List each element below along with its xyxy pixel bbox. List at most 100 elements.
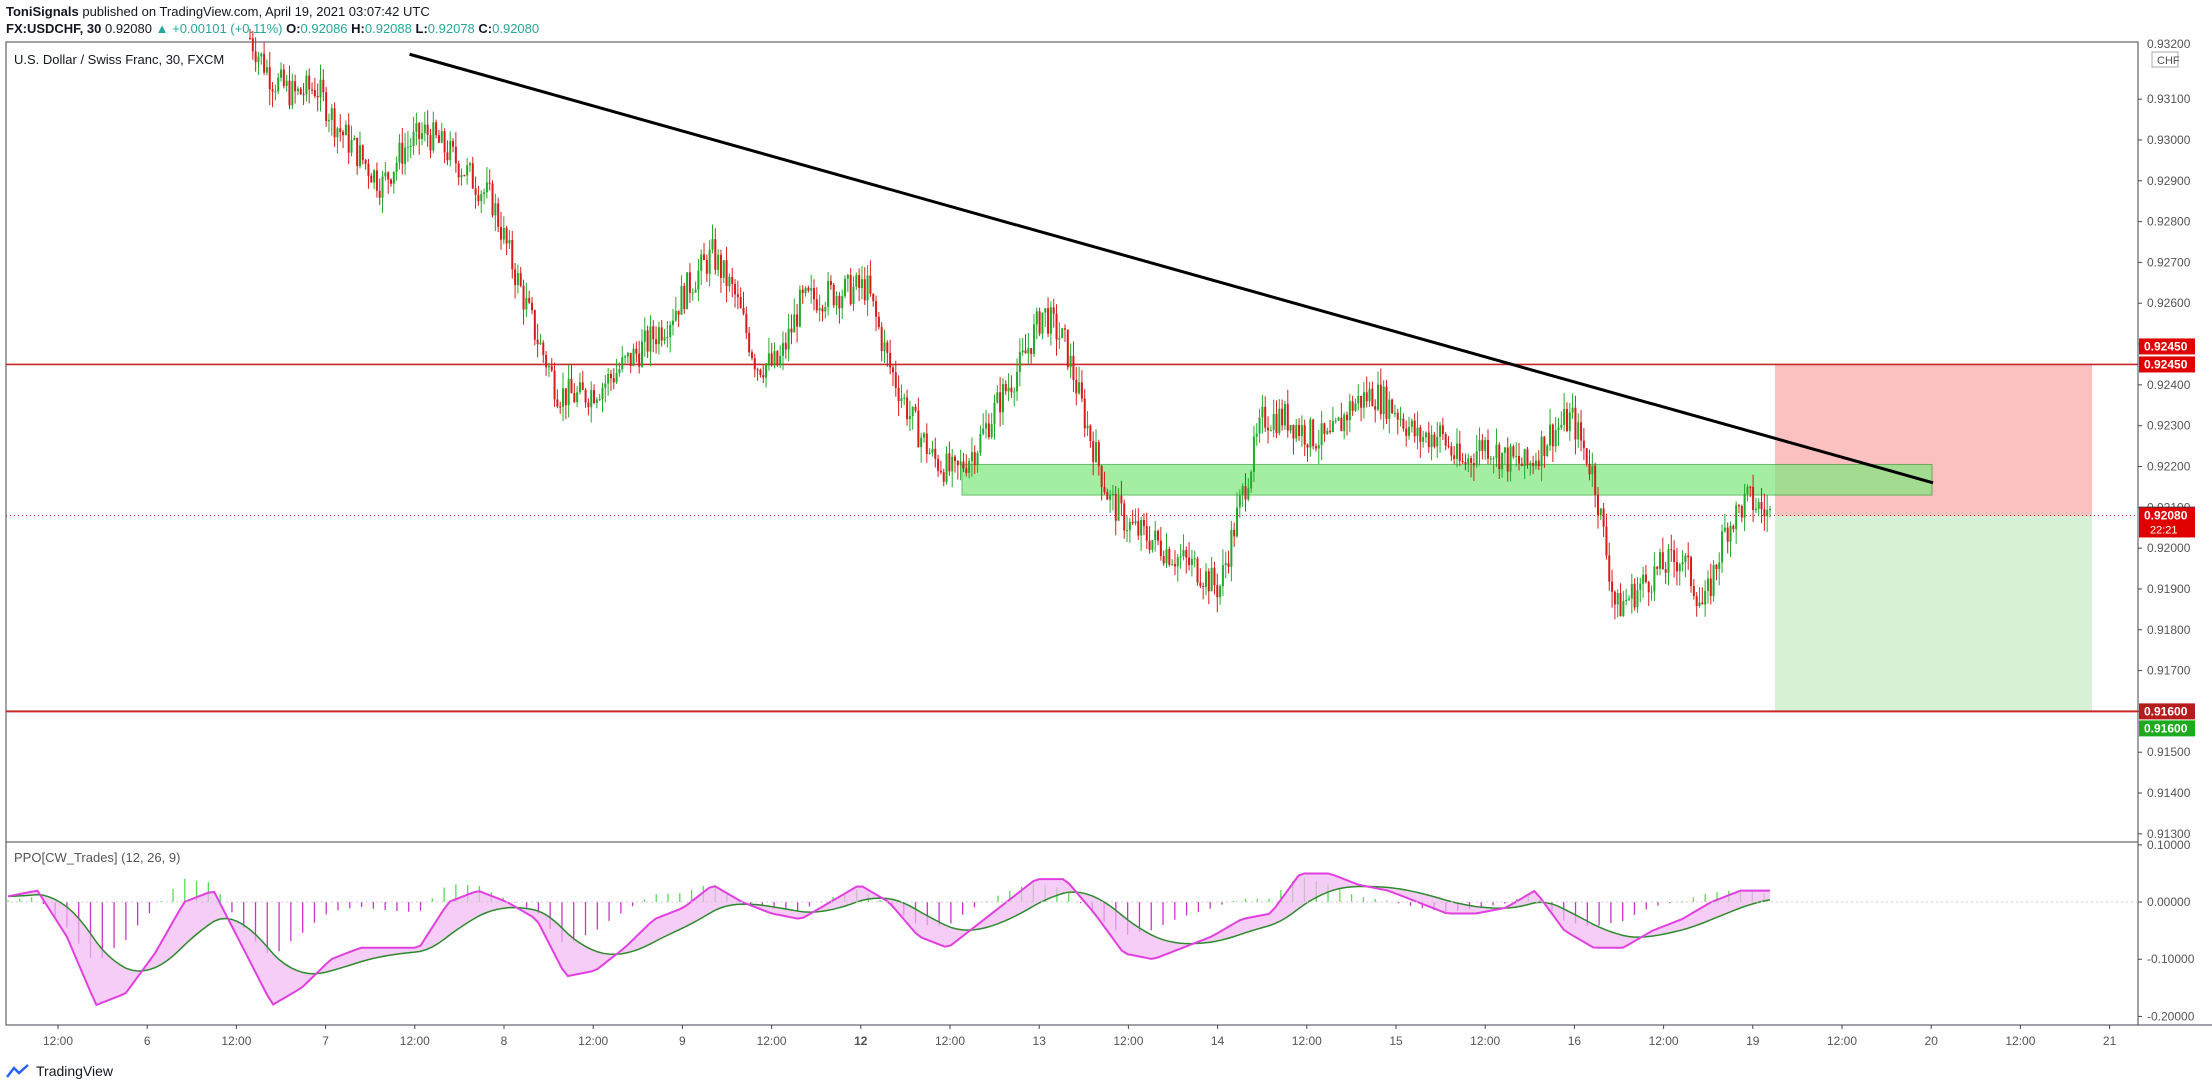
candle-up	[1546, 445, 1549, 456]
candle-down	[731, 276, 734, 284]
candle-up	[1255, 433, 1258, 437]
candle-down	[1120, 495, 1123, 504]
candle-down	[872, 293, 875, 302]
candle-up	[996, 392, 999, 403]
candle-up	[1236, 507, 1239, 537]
candle-up	[618, 369, 621, 374]
candle-up	[1250, 471, 1253, 489]
candle-down	[263, 53, 266, 73]
candle-down	[877, 316, 880, 328]
candle-up	[1650, 591, 1653, 593]
candle-up	[296, 88, 299, 92]
price-tick-label-top: 0.93200	[2147, 37, 2191, 51]
candle-down	[965, 468, 968, 473]
candle-down	[925, 433, 928, 454]
candle-up	[274, 91, 277, 93]
time-tick-label: 12:00	[578, 1034, 608, 1048]
candle-down	[370, 175, 373, 183]
candle-down	[1213, 567, 1216, 586]
candle-up	[1723, 527, 1726, 532]
candle-up	[604, 383, 607, 388]
author-name[interactable]: ToniSignals	[6, 4, 79, 19]
candle-down	[1419, 427, 1422, 442]
candle-down	[474, 188, 477, 195]
time-tick-label: 12	[854, 1034, 868, 1048]
candle-up	[404, 147, 407, 164]
candle-down	[1551, 424, 1554, 447]
candle-down	[725, 260, 728, 287]
symbol-line: FX:USDCHF, 30 0.92080 ▲ +0.00101 (+0.11%…	[6, 20, 539, 37]
candle-up	[1176, 557, 1179, 567]
candle-up	[920, 437, 923, 448]
candle-up	[691, 292, 694, 294]
candle-down	[488, 182, 491, 184]
candle-up	[406, 146, 409, 148]
candle-down	[1100, 465, 1103, 488]
candle-up	[1568, 412, 1571, 432]
candle-up	[392, 171, 395, 184]
candle-up	[767, 353, 770, 365]
candle-up	[1766, 509, 1769, 517]
tradingview-footer[interactable]: TradingView	[6, 1063, 113, 1079]
candle-down	[1585, 448, 1588, 464]
candle-up	[1746, 486, 1749, 494]
candle-up	[1529, 462, 1532, 466]
time-tick-label: 19	[1746, 1034, 1760, 1048]
candle-up	[1436, 436, 1439, 447]
candle-up	[852, 286, 855, 304]
candle-up	[708, 249, 711, 274]
candle-down	[1726, 527, 1729, 542]
candle-up	[576, 392, 579, 403]
tradingview-brand: TradingView	[36, 1063, 114, 1079]
candle-up	[680, 285, 683, 315]
candle-down	[612, 378, 615, 383]
candle-down	[1444, 434, 1447, 446]
candle-up	[1241, 486, 1244, 496]
candle-up	[1109, 494, 1112, 500]
candle-up	[305, 75, 308, 95]
candle-down	[748, 332, 751, 353]
candle-up	[1636, 589, 1639, 608]
candle-up	[327, 120, 330, 122]
candle-up	[449, 141, 452, 161]
candle-up	[968, 461, 971, 473]
candle-up	[781, 343, 784, 356]
candle-down	[1594, 465, 1597, 495]
candle-up	[990, 423, 993, 438]
current-price-label: 0.92080	[2144, 508, 2188, 522]
high-value: 0.92088	[364, 21, 412, 36]
candle-up	[494, 203, 497, 216]
candle-down	[1692, 586, 1695, 597]
candle-down	[1602, 508, 1605, 527]
candle-down	[1427, 432, 1430, 448]
candle-up	[779, 355, 782, 366]
time-tick-label: 12:00	[221, 1034, 251, 1048]
candle-up	[959, 461, 962, 466]
candle-up	[674, 310, 677, 321]
candle-up	[1503, 447, 1506, 453]
candle-up	[1678, 564, 1681, 572]
time-tick-label: 8	[501, 1034, 508, 1048]
candle-up	[1140, 519, 1143, 536]
candle-down	[1145, 526, 1148, 541]
candles	[249, 28, 1771, 620]
candle-down	[1512, 446, 1515, 457]
candle-up	[1193, 558, 1196, 560]
candle-up	[1230, 529, 1233, 567]
candle-down	[1537, 460, 1540, 467]
candle-down	[1038, 311, 1041, 334]
candle-up	[649, 326, 652, 352]
candle-up	[1320, 423, 1323, 446]
ppo-tick-label: 0.10000	[2147, 838, 2191, 852]
candle-up	[1706, 578, 1709, 591]
candle-up	[846, 274, 849, 279]
candle-down	[821, 308, 824, 312]
candle-down	[426, 124, 429, 135]
candle-down	[742, 308, 745, 314]
candle-up	[1599, 508, 1602, 516]
candle-down	[815, 299, 818, 311]
candle-down	[573, 393, 576, 403]
low-value: 0.92078	[427, 21, 475, 36]
currency-label: CHF	[2157, 55, 2180, 67]
